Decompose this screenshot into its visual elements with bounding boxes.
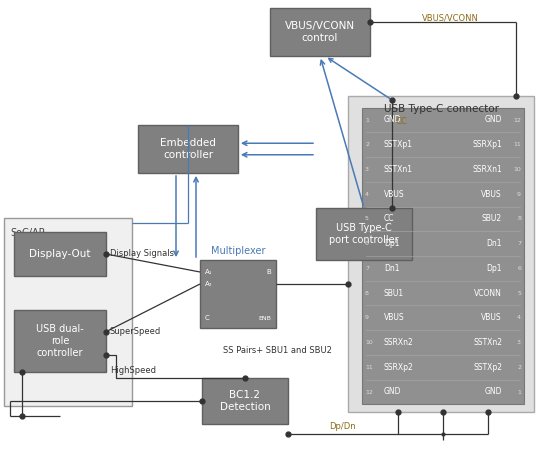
- Text: SuperSpeed: SuperSpeed: [110, 327, 162, 336]
- Text: GND: GND: [384, 387, 402, 396]
- Text: 9: 9: [365, 315, 369, 320]
- Text: A₂: A₂: [205, 281, 212, 287]
- Text: GND: GND: [485, 387, 502, 396]
- Text: B: B: [266, 269, 271, 275]
- Text: SBU1: SBU1: [384, 289, 404, 298]
- Text: 1: 1: [517, 389, 521, 395]
- FancyBboxPatch shape: [138, 125, 238, 173]
- Text: VBUS: VBUS: [384, 189, 405, 198]
- Text: VBUS/VCONN: VBUS/VCONN: [422, 13, 479, 22]
- FancyBboxPatch shape: [200, 260, 276, 328]
- Text: SSRXp1: SSRXp1: [472, 140, 502, 149]
- Text: 6: 6: [365, 241, 369, 246]
- Text: GND: GND: [485, 115, 502, 124]
- Text: SSTXn2: SSTXn2: [473, 338, 502, 347]
- Text: USB Type-C connector: USB Type-C connector: [384, 104, 499, 114]
- Text: HighSpeed: HighSpeed: [110, 366, 156, 375]
- Text: Dp1: Dp1: [384, 239, 399, 248]
- Text: 2: 2: [365, 142, 369, 147]
- Text: A₁: A₁: [205, 269, 212, 275]
- Text: 11: 11: [513, 142, 521, 147]
- Text: 12: 12: [365, 389, 373, 395]
- Text: 2: 2: [517, 365, 521, 370]
- Text: SSRXn2: SSRXn2: [384, 338, 414, 347]
- Text: Dn1: Dn1: [487, 239, 502, 248]
- Text: 1: 1: [365, 118, 369, 123]
- Text: Embedded
controller: Embedded controller: [160, 138, 216, 160]
- Text: 6: 6: [517, 266, 521, 271]
- Text: 4: 4: [517, 315, 521, 320]
- Text: 11: 11: [365, 365, 373, 370]
- Text: Display Signals: Display Signals: [110, 250, 174, 259]
- Text: VBUS: VBUS: [384, 313, 405, 322]
- FancyBboxPatch shape: [362, 108, 524, 404]
- Text: Display-Out: Display-Out: [29, 249, 91, 259]
- Text: Dp1: Dp1: [487, 264, 502, 273]
- Text: SBU2: SBU2: [482, 215, 502, 224]
- Text: VCONN: VCONN: [474, 289, 502, 298]
- FancyBboxPatch shape: [202, 378, 288, 424]
- Text: SSTXp2: SSTXp2: [473, 363, 502, 372]
- Text: C: C: [205, 315, 210, 321]
- FancyBboxPatch shape: [4, 218, 132, 406]
- Text: 8: 8: [365, 291, 369, 295]
- Text: VBUS/VCONN
control: VBUS/VCONN control: [285, 21, 355, 43]
- FancyBboxPatch shape: [14, 310, 106, 372]
- Text: ENB: ENB: [258, 316, 271, 321]
- Text: 5: 5: [517, 291, 521, 295]
- Text: 12: 12: [513, 118, 521, 123]
- Text: 3: 3: [517, 340, 521, 345]
- Text: SSRXn1: SSRXn1: [472, 165, 502, 174]
- FancyBboxPatch shape: [14, 232, 106, 276]
- Text: 10: 10: [513, 167, 521, 172]
- FancyBboxPatch shape: [316, 208, 412, 260]
- Text: 7: 7: [517, 241, 521, 246]
- Text: VBUS: VBUS: [481, 189, 502, 198]
- Text: SSTXn1: SSTXn1: [384, 165, 413, 174]
- Text: 3: 3: [365, 167, 369, 172]
- Text: Dp/Dn: Dp/Dn: [330, 422, 356, 431]
- Text: 9: 9: [517, 192, 521, 197]
- FancyBboxPatch shape: [270, 8, 370, 56]
- Text: 7: 7: [365, 266, 369, 271]
- Text: CC: CC: [384, 215, 395, 224]
- Text: 4: 4: [365, 192, 369, 197]
- Text: 5: 5: [365, 216, 369, 221]
- Text: GND: GND: [384, 115, 402, 124]
- Text: USB Type-C
port controller: USB Type-C port controller: [329, 223, 399, 245]
- Text: 10: 10: [365, 340, 373, 345]
- FancyBboxPatch shape: [348, 96, 534, 412]
- Text: SSTXp1: SSTXp1: [384, 140, 413, 149]
- Text: 8: 8: [517, 216, 521, 221]
- Text: VBUS: VBUS: [481, 313, 502, 322]
- Text: SS Pairs+ SBU1 and SBU2: SS Pairs+ SBU1 and SBU2: [223, 346, 332, 355]
- Text: Multiplexer: Multiplexer: [211, 246, 265, 256]
- Text: Dn1: Dn1: [384, 264, 399, 273]
- Text: CC: CC: [395, 118, 406, 127]
- Text: SoC/AP: SoC/AP: [10, 228, 44, 238]
- Text: USB dual-
role
controller: USB dual- role controller: [36, 324, 84, 358]
- Text: SSRXp2: SSRXp2: [384, 363, 414, 372]
- Text: BC1.2
Detection: BC1.2 Detection: [220, 390, 270, 412]
